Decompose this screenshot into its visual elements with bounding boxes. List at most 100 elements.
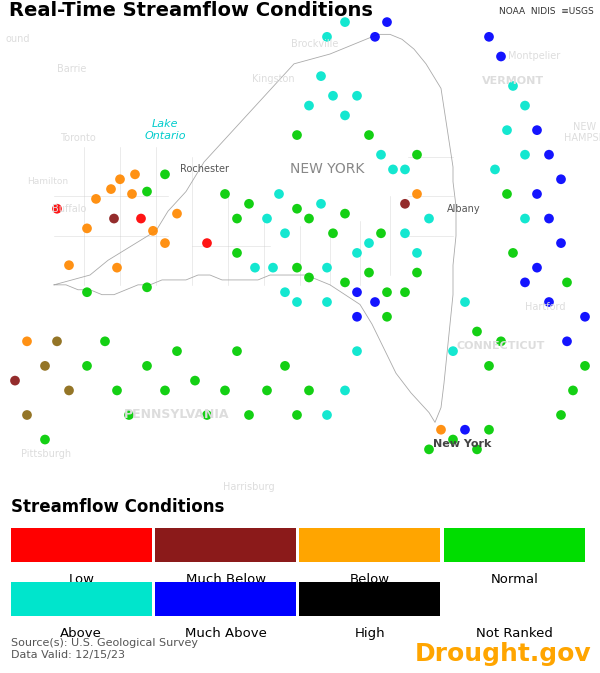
Point [544,149,554,160]
Point [370,297,380,308]
Point [112,385,122,396]
Point [322,297,332,308]
Point [172,208,182,219]
Point [244,410,254,421]
Point [142,361,152,371]
Text: Real-Time Streamflow Conditions: Real-Time Streamflow Conditions [9,1,373,20]
Text: Streamflow Conditions: Streamflow Conditions [11,499,224,516]
Point [502,125,512,135]
Point [40,434,50,445]
Point [400,228,410,239]
Point [220,385,230,396]
Point [328,228,338,239]
Point [172,346,182,357]
Point [316,71,326,81]
Point [544,297,554,308]
Point [292,262,302,273]
Point [532,125,542,135]
Point [460,297,470,308]
Point [412,267,422,278]
Text: Buffalo: Buffalo [52,204,86,214]
Bar [11,582,152,616]
Point [436,425,446,435]
Text: Lake
Ontario: Lake Ontario [144,119,186,141]
Bar [155,528,296,562]
Point [484,425,494,435]
Point [130,169,140,180]
Point [472,326,482,337]
Point [304,100,314,111]
Point [316,199,326,209]
Text: Rochester: Rochester [180,164,229,174]
Point [52,336,62,347]
Point [142,282,152,293]
Text: Above: Above [61,627,102,639]
Point [388,164,398,175]
Text: Low: Low [68,573,94,586]
Point [376,228,386,239]
Point [280,361,290,371]
Point [304,385,314,396]
Point [412,188,422,199]
Text: Source(s): U.S. Geological Survey
Data Valid: 12/15/23: Source(s): U.S. Geological Survey Data V… [11,639,198,660]
Point [280,228,290,239]
Text: Albany: Albany [447,204,481,214]
Point [100,336,110,347]
Point [556,410,566,421]
Point [400,199,410,209]
Point [202,410,212,421]
Point [322,410,332,421]
Polygon shape [54,34,456,423]
Point [412,248,422,258]
Text: Pittsburgh: Pittsburgh [21,450,71,459]
Point [520,149,530,160]
Point [496,51,506,62]
Point [352,90,362,101]
Point [202,238,212,248]
Text: Below: Below [350,573,390,586]
Point [364,130,374,141]
Point [262,385,272,396]
Text: Hamilton: Hamilton [28,177,68,186]
Point [292,297,302,308]
Point [382,17,392,28]
Point [520,100,530,111]
Point [556,238,566,248]
Point [10,376,20,386]
Point [502,188,512,199]
Point [148,225,158,236]
Point [508,81,518,92]
Point [376,149,386,160]
Text: New York: New York [433,439,491,450]
Point [382,312,392,322]
Point [40,361,50,371]
Point [328,90,338,101]
Text: CONNECTICUT: CONNECTICUT [457,341,545,351]
Text: PENNSYLVANIA: PENNSYLVANIA [124,409,230,421]
Point [562,277,572,288]
Point [244,199,254,209]
Text: Kingston: Kingston [251,73,295,83]
Point [340,277,350,288]
Bar [155,582,296,616]
Text: VERMONT: VERMONT [482,76,544,86]
Point [400,287,410,297]
Point [496,336,506,347]
Point [160,169,170,180]
Text: NEW YORK: NEW YORK [290,162,364,176]
Point [484,32,494,42]
Point [220,188,230,199]
Point [568,385,578,396]
Point [364,238,374,248]
Point [532,188,542,199]
Point [109,213,119,224]
Point [520,277,530,288]
Point [472,444,482,455]
Point [82,287,92,297]
Text: Hartford: Hartford [525,302,566,312]
Text: Montpelier: Montpelier [508,51,560,61]
Point [304,213,314,224]
Point [106,184,116,194]
Text: NOAA  NIDIS  ≡USGS: NOAA NIDIS ≡USGS [499,7,594,16]
Point [82,223,92,234]
